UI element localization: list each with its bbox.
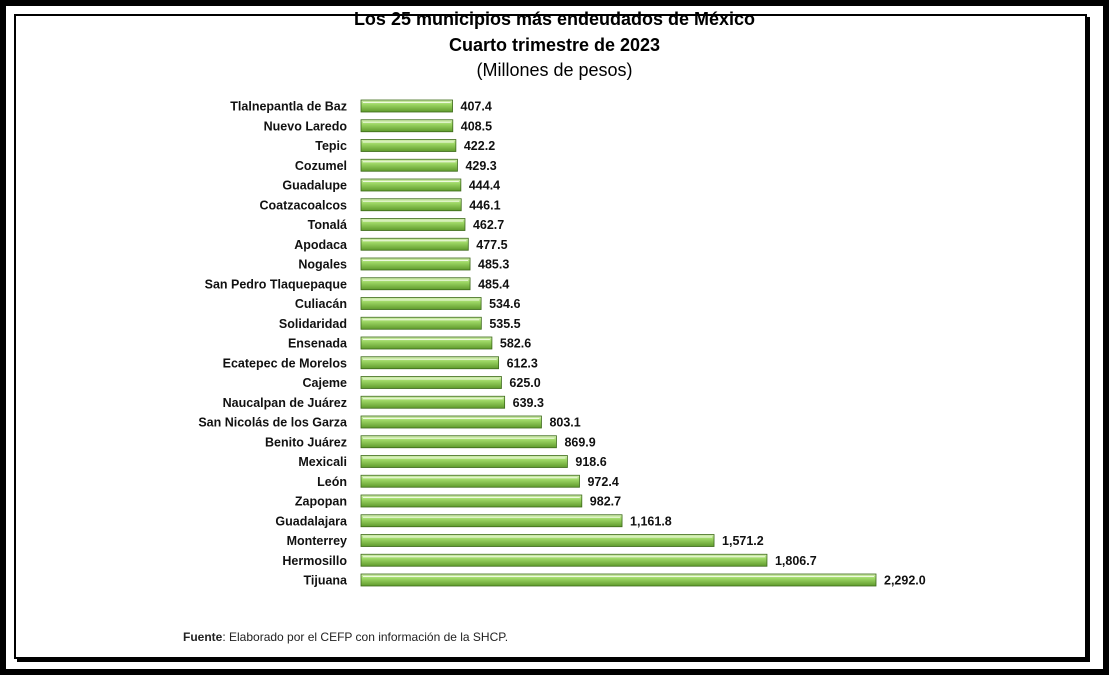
category-label: Apodaca [294, 238, 348, 252]
bar [360, 573, 877, 587]
category-label: Naucalpan de Juárez [223, 396, 347, 410]
bar [360, 257, 471, 271]
source-label: Fuente [183, 630, 223, 644]
category-label: Mexicali [298, 455, 347, 469]
category-label: Ensenada [288, 337, 348, 351]
data-label: 625.0 [509, 376, 540, 390]
data-label: 444.4 [469, 179, 500, 193]
bar [360, 139, 457, 152]
bar [360, 415, 542, 429]
category-label: San Nicolás de los Garza [198, 416, 348, 430]
bar [360, 514, 623, 528]
category-label: Guadalajara [275, 514, 348, 528]
data-label: 462.7 [473, 218, 504, 232]
bar [360, 297, 482, 310]
bar [360, 198, 462, 212]
chart-titles: Los 25 municipios más endeudados de Méxi… [0, 6, 1109, 82]
data-label: 918.6 [575, 455, 606, 469]
data-label: 1,806.7 [775, 554, 817, 568]
data-label: 408.5 [461, 119, 492, 133]
category-label: León [317, 475, 347, 489]
bar [360, 435, 557, 449]
data-label: 1,571.2 [722, 534, 764, 548]
category-label: Solidaridad [279, 317, 347, 331]
bar [360, 494, 583, 508]
bar [360, 553, 768, 567]
category-label: Culiacán [295, 297, 347, 311]
chart-subtitle: Cuarto trimestre de 2023 [448, 35, 661, 55]
category-label: San Pedro Tlaquepaque [205, 277, 347, 291]
bar [360, 237, 469, 251]
category-label: Cajeme [303, 376, 348, 390]
category-label: Tonalá [308, 218, 347, 232]
category-label: Nuevo Laredo [264, 119, 348, 133]
data-label: 612.3 [507, 356, 538, 370]
bar [360, 356, 499, 370]
bar [360, 455, 568, 468]
data-label: 803.1 [549, 416, 580, 430]
category-label: Ecatepec de Morelos [223, 356, 347, 370]
data-label: 422.2 [464, 139, 495, 153]
data-label: 972.4 [587, 475, 618, 489]
category-label: Tepic [315, 139, 347, 153]
data-label: 446.1 [469, 198, 500, 212]
category-label: Hermosillo [282, 554, 347, 568]
data-label: 485.4 [478, 277, 509, 291]
data-label: 582.6 [500, 337, 531, 351]
bar [360, 158, 458, 172]
category-label: Coatzacoalcos [259, 198, 347, 212]
bar [360, 376, 502, 389]
source-text: : Elaborado por el CEFP con información … [222, 630, 509, 644]
bar [360, 395, 506, 409]
source-note: Fuente: Elaborado por el CEFP con inform… [183, 630, 508, 644]
bar [360, 218, 466, 231]
bar [360, 336, 493, 350]
bar [360, 534, 715, 547]
data-label: 982.7 [590, 495, 621, 509]
category-label: Tlalnepantla de Baz [230, 100, 347, 114]
bar [360, 119, 454, 133]
chart-units: (Millones de pesos) [476, 60, 633, 80]
data-label: 477.5 [476, 238, 507, 252]
data-label: 535.5 [489, 317, 520, 331]
data-label: 407.4 [461, 100, 492, 114]
bar [360, 178, 462, 192]
category-label: Monterrey [287, 534, 347, 548]
bar [360, 474, 580, 488]
data-label: 534.6 [489, 297, 520, 311]
data-label: 429.3 [465, 159, 496, 173]
category-label: Tijuana [303, 574, 348, 588]
data-label: 639.3 [513, 396, 544, 410]
category-label: Benito Juárez [265, 435, 347, 449]
data-label: 2,292.0 [884, 574, 926, 588]
category-label: Zapopan [295, 495, 347, 509]
chart-title: Los 25 municipios más endeudados de Méxi… [353, 9, 756, 29]
category-label: Guadalupe [282, 179, 347, 193]
bar [360, 99, 453, 113]
data-label: 485.3 [478, 258, 509, 272]
data-label: 1,161.8 [630, 514, 672, 528]
data-label: 869.9 [564, 435, 595, 449]
bars-group: Tlalnepantla de Baz 407.4 Nuevo Laredo 408.… [198, 100, 925, 588]
category-label: Nogales [298, 258, 347, 272]
bar [360, 277, 471, 291]
category-label: Cozumel [295, 159, 347, 173]
bar [360, 316, 482, 330]
chart-panel [14, 14, 1087, 659]
